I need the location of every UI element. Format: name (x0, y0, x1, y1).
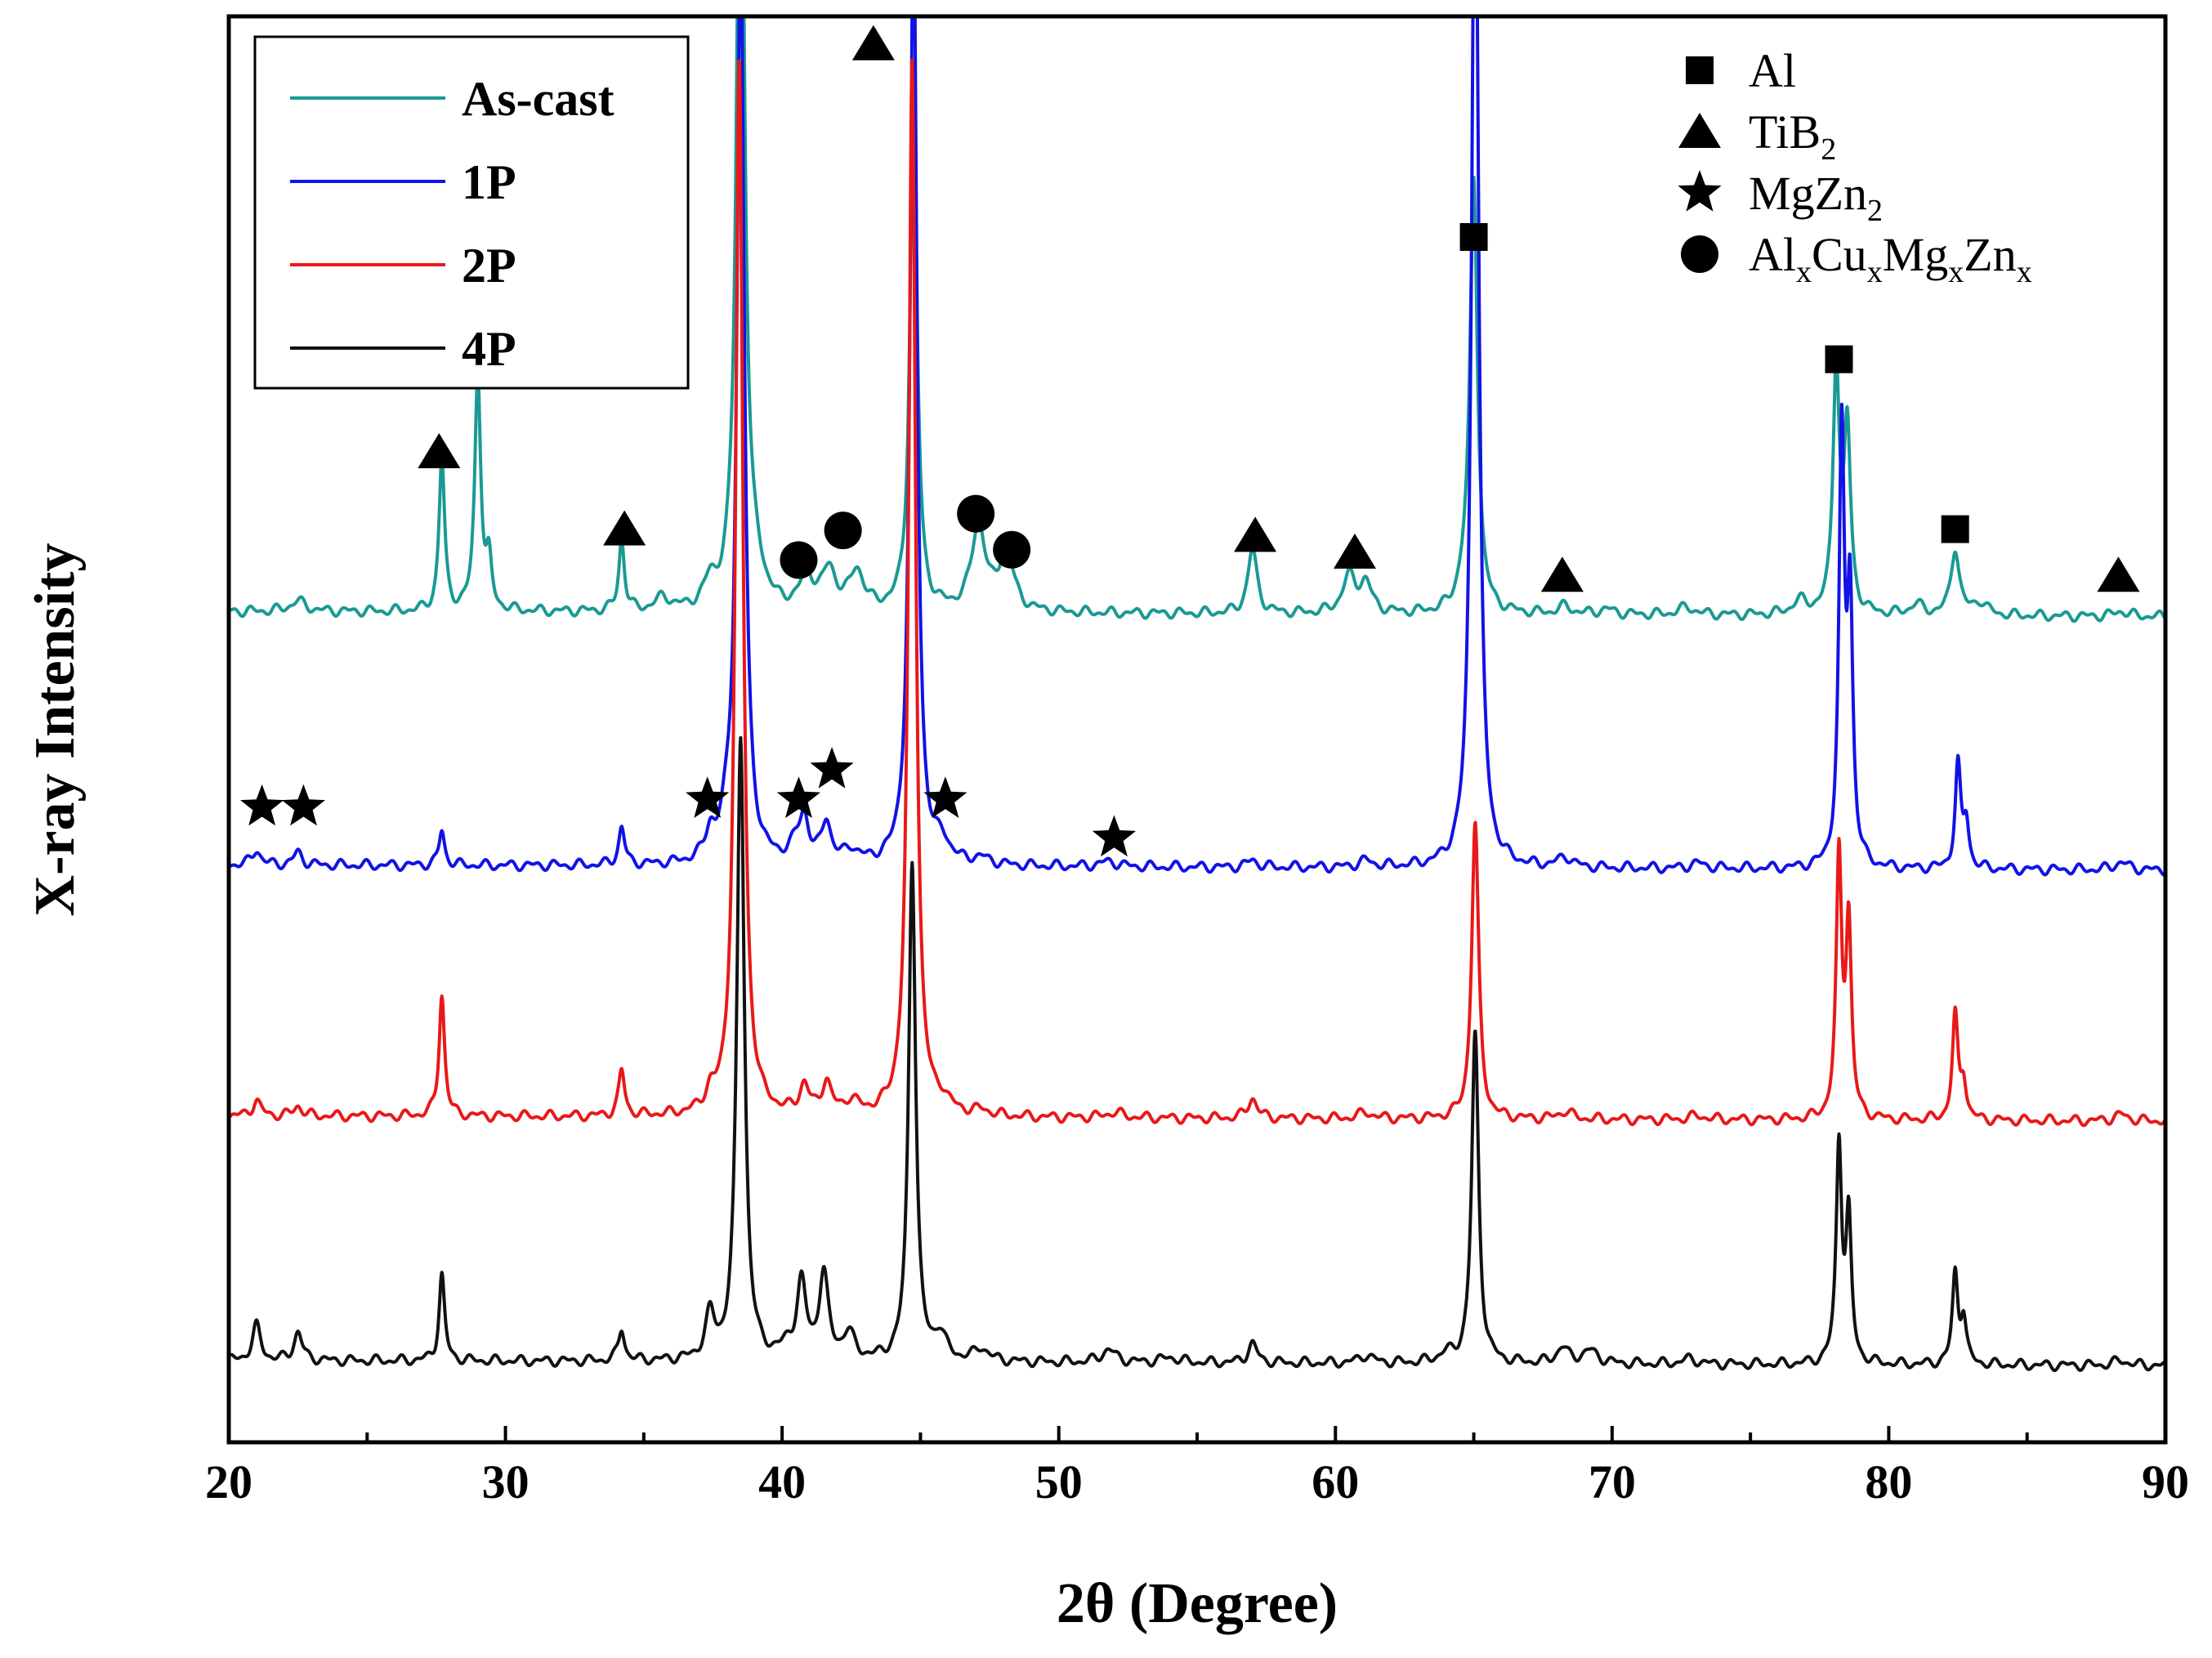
circle-marker (993, 530, 1031, 569)
triangle-marker (1234, 516, 1277, 552)
legend-label: As-cast (462, 72, 614, 126)
legend-star-icon (1678, 170, 1722, 212)
x-tick-label: 50 (1035, 1455, 1083, 1508)
legend-label: 4P (462, 322, 516, 376)
legend-triangle-icon (1678, 113, 1721, 148)
triangle-marker (603, 510, 646, 546)
x-tick-label: 90 (2142, 1455, 2189, 1508)
series-layer (229, 16, 2165, 1373)
star-marker (686, 776, 730, 818)
circle-marker (957, 494, 995, 533)
legend-box: As-cast 1P 2P 4P (253, 35, 690, 390)
star-marker (1092, 815, 1137, 857)
circle-marker (780, 541, 818, 579)
x-axis-title: 2θ (Degree) (1057, 1572, 1338, 1635)
legend-circle-icon (1681, 235, 1718, 273)
x-tick-label: 80 (1865, 1455, 1912, 1508)
triangle-marker (851, 25, 895, 60)
x-tick-label: 20 (205, 1455, 252, 1508)
triangle-marker (418, 433, 461, 469)
phase-legend-label: TiB2 (1749, 105, 1836, 167)
phase-legend-label: MgZn2 (1749, 167, 1883, 228)
star-marker (240, 784, 284, 826)
x-tick-label: 70 (1589, 1455, 1636, 1508)
legend-label: 2P (462, 239, 516, 293)
y-axis-title: X-ray Intensity (24, 543, 87, 917)
series-line-1p (229, 16, 2165, 877)
phase-legend-label: AlxCuxMgxZnx (1749, 228, 2032, 289)
x-tick-label: 40 (758, 1455, 806, 1508)
legend-label: 1P (462, 155, 516, 209)
x-tick-label: 60 (1312, 1455, 1359, 1508)
x-ticks: 20 30 40 50 60 70 80 90 (205, 1426, 2189, 1508)
x-tick-label: 30 (482, 1455, 530, 1508)
square-marker (1459, 223, 1488, 252)
square-marker (1941, 515, 1969, 543)
triangle-marker (1333, 533, 1376, 569)
star-marker (923, 776, 967, 818)
phase-legend-label: Al (1749, 44, 1796, 97)
series-line-4p (229, 735, 2165, 1373)
square-marker (1825, 345, 1853, 373)
series-line-2p (229, 58, 2165, 1128)
legend-square-icon (1686, 56, 1714, 84)
triangle-marker (2097, 556, 2140, 592)
triangle-marker (1540, 556, 1584, 592)
star-marker (810, 747, 854, 789)
star-marker (776, 776, 821, 818)
circle-marker (824, 512, 862, 550)
star-marker (281, 784, 325, 826)
